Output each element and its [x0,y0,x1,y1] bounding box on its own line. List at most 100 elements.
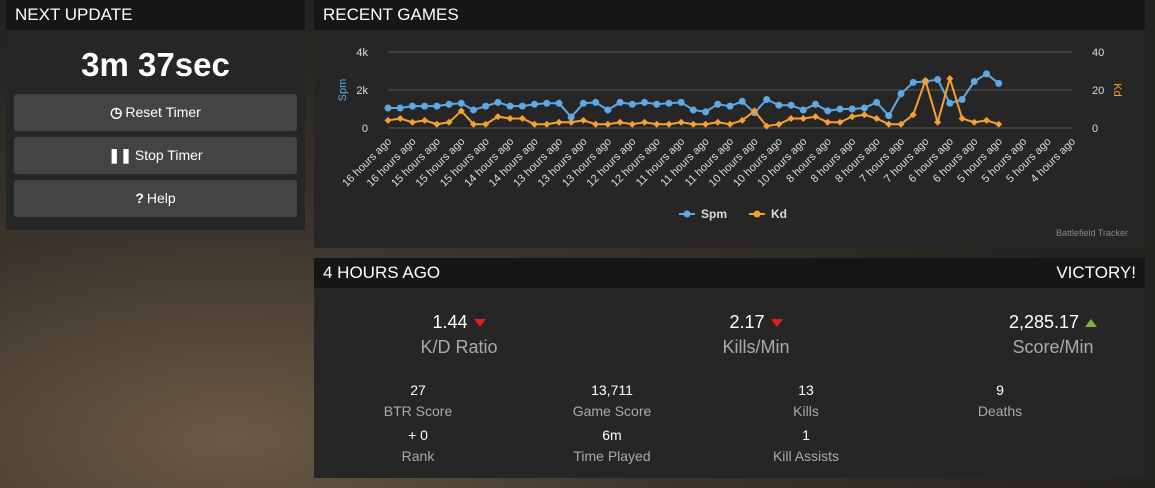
main-stat: 2.17 Kills/Min [656,312,856,358]
data-point [714,100,722,108]
data-point [457,99,465,107]
data-point [408,102,416,110]
data-point [616,118,624,126]
data-point [897,90,905,98]
data-point [604,120,612,128]
panel-title: NEXT UPDATE [15,5,133,24]
legend-label: Spm [701,207,727,221]
panel-title: 4 HOURS AGO [323,263,441,282]
next-update-panel: NEXT UPDATE 3m 37sec ◷ Reset Timer ❚❚ Stop… [6,0,305,230]
data-point [909,78,917,86]
data-point [531,100,539,108]
stat-label: Kills [793,403,819,419]
data-point [983,70,990,78]
match-result: VICTORY! [1056,263,1136,282]
data-point [641,118,648,126]
data-point [628,120,636,128]
data-point [445,118,453,126]
y-tick-label: 0 [362,123,368,135]
data-point [396,104,404,112]
data-point [433,102,441,110]
y2-tick-label: 40 [1092,47,1104,59]
y2-tick-label: 0 [1092,123,1098,135]
data-point [555,99,563,107]
data-point [494,98,502,106]
data-point [628,100,636,108]
data-point [970,77,978,85]
data-point [885,120,893,128]
data-point [763,122,771,130]
y2-tick-label: 20 [1092,85,1104,97]
data-point [775,101,783,109]
data-point [812,113,819,121]
data-point [384,116,392,124]
data-point [531,120,539,128]
stat-value-text: 2,285.17 [1008,312,1080,332]
data-point [763,96,771,103]
data-point [445,100,453,108]
stat-value-text: 2.17 [729,312,765,332]
trend-arrow [473,319,486,328]
stat: 9 Deaths [920,382,1080,419]
data-point [824,107,832,115]
stat: + 0 Rank [338,427,498,464]
stat: 1 Kill Assists [726,427,886,464]
data-point [506,102,514,110]
data-point [958,96,966,103]
stat-value: 27 [410,382,426,398]
data-point [983,116,990,124]
data-point [494,113,502,121]
button-label: Help [146,190,176,206]
data-point [482,102,490,110]
button-label: Stop Timer [134,147,203,163]
data-point [653,100,661,108]
data-point [616,98,624,106]
data-point [702,108,710,116]
panel-title: RECENT GAMES [323,5,459,24]
data-point [421,102,429,110]
stat-value: 1.44 [359,312,559,333]
data-point [714,118,722,126]
data-point [860,104,868,112]
stat-label: Kill Assists [772,448,840,464]
stop-button[interactable]: ❚❚ Stop Timer [14,137,297,174]
stat-label: K/D Ratio [420,337,498,357]
stat: 6m Time Played [532,427,692,464]
stat: 13 Kills [726,382,886,419]
data-point [567,113,575,121]
data-point [665,120,673,128]
data-point [421,116,429,124]
match-panel: 4 HOURS AGO VICTORY! 1.44 K/D Ratio 2.17 Kil… [314,258,1145,478]
data-point [518,102,526,110]
data-point [433,120,441,128]
data-point [836,118,844,126]
data-point [384,104,392,112]
trend-arrow [1085,319,1098,328]
stat-value: 13,711 [591,382,633,398]
stat-label: Time Played [573,448,651,464]
data-point [848,113,856,121]
data-point [408,118,416,126]
data-point [555,118,563,126]
data-point [799,106,807,114]
data-point [457,107,465,115]
data-point [470,120,477,128]
main-stat: 2,285.17 Score/Min [953,312,1153,358]
data-point [689,120,697,128]
y-axis-label: Spm [337,79,349,102]
credit: Battlefield Tracker [1056,228,1128,238]
data-point [579,116,587,124]
data-point [641,98,648,106]
stat: 13,711 Game Score [532,382,692,419]
y-tick-label: 2k [356,85,368,97]
data-point [567,118,575,126]
stat: 27 BTR Score [338,382,498,419]
data-point [750,107,758,115]
data-point [543,120,551,128]
help-button[interactable]: ? Help [14,180,297,217]
stat-label: Game Score [572,403,652,419]
panel-header: NEXT UPDATE [6,0,305,30]
reset-button[interactable]: ◷ Reset Timer [14,94,297,131]
data-point [726,120,734,128]
